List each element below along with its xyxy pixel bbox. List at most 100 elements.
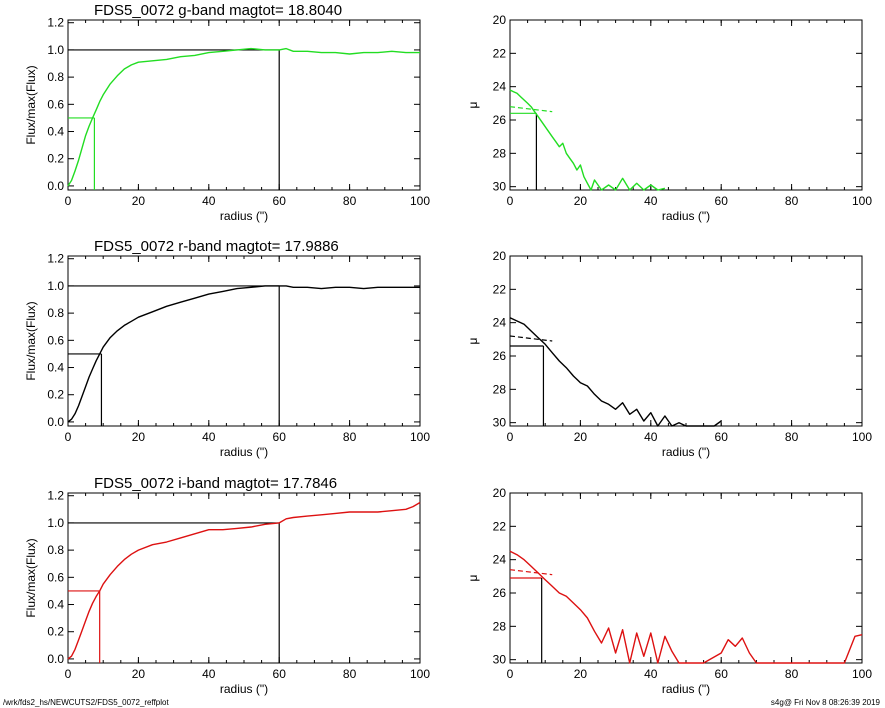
- x-tick-label: 100: [410, 194, 430, 208]
- y-tick-label: 20: [493, 486, 507, 500]
- y-tick-label: 22: [493, 519, 507, 533]
- y-tick-label: 0.4: [47, 361, 64, 375]
- x-axis-label: radius ("): [220, 682, 268, 696]
- x-tick-label: 60: [715, 430, 729, 444]
- x-tick-label: 0: [507, 430, 514, 444]
- profile-line: [67, 47, 420, 187]
- x-axis-label: radius ("): [220, 209, 268, 223]
- profile-line: [509, 550, 863, 664]
- y-tick-label: 30: [493, 416, 507, 430]
- x-tick-label: 60: [273, 430, 287, 444]
- y-tick-label: 0.6: [47, 97, 64, 111]
- y-tick-label: 1.0: [47, 516, 64, 530]
- y-tick-label: 24: [493, 553, 507, 567]
- y-tick-label: 26: [493, 113, 507, 127]
- y-axis-label: μ: [466, 101, 480, 108]
- x-tick-label: 100: [852, 667, 872, 681]
- x-tick-label: 40: [202, 667, 216, 681]
- y-tick-label: 30: [493, 180, 507, 194]
- y-tick-label: 0.8: [47, 70, 64, 84]
- x-tick-label: 100: [852, 430, 872, 444]
- x-tick-label: 100: [852, 194, 872, 208]
- x-tick-label: 80: [343, 194, 357, 208]
- x-tick-label: 0: [65, 430, 72, 444]
- x-axis-label: radius ("): [662, 209, 710, 223]
- x-tick-label: 40: [644, 194, 658, 208]
- panel-2: 0 20 40 60 80 100 20 22 24 26 28 30 radius (") μ: [466, 13, 872, 223]
- y-tick-label: 0.0: [47, 179, 64, 193]
- profile-line: [509, 317, 722, 427]
- y-tick-label: 0.2: [47, 625, 64, 639]
- x-tick-label: 20: [132, 430, 146, 444]
- plot-frame: [67, 492, 421, 664]
- y-tick-label: 30: [493, 653, 507, 667]
- plot-frame: [509, 19, 863, 191]
- y-tick-label: 1.0: [47, 279, 64, 293]
- y-tick-label: 1.2: [47, 16, 64, 30]
- y-axis-label: μ: [466, 337, 480, 344]
- plot-frame: [67, 19, 421, 191]
- y-tick-label: 0.6: [47, 333, 64, 347]
- x-axis-label: radius ("): [220, 445, 268, 459]
- panel-title: FDS5_0072 i-band magtot= 17.7846: [94, 475, 337, 492]
- x-tick-label: 40: [644, 667, 658, 681]
- x-tick-label: 40: [644, 430, 658, 444]
- y-tick-label: 20: [493, 249, 507, 263]
- x-tick-label: 20: [132, 194, 146, 208]
- y-tick-label: 0.0: [47, 652, 64, 666]
- y-tick-label: 26: [493, 349, 507, 363]
- model-dashed-line: [509, 335, 553, 342]
- x-tick-label: 40: [202, 194, 216, 208]
- y-tick-label: 0.8: [47, 543, 64, 557]
- x-tick-label: 60: [715, 194, 729, 208]
- x-tick-label: 80: [785, 194, 799, 208]
- y-tick-label: 24: [493, 80, 507, 94]
- profile-line: [67, 501, 421, 660]
- x-tick-label: 80: [785, 430, 799, 444]
- y-tick-label: 22: [493, 46, 507, 60]
- profile-line: [509, 89, 666, 191]
- x-tick-label: 80: [785, 667, 799, 681]
- panel-title: FDS5_0072 g-band magtot= 18.8040: [94, 2, 342, 19]
- x-tick-label: 100: [410, 430, 430, 444]
- panel-6: 0 20 40 60 80 100 20 22 24 26 28 30 radius (") μ: [466, 486, 872, 696]
- y-tick-label: 0.0: [47, 415, 64, 429]
- plot-frame: [509, 492, 863, 664]
- x-tick-label: 60: [715, 667, 729, 681]
- panel-title: FDS5_0072 r-band magtot= 17.9886: [94, 238, 339, 255]
- y-tick-label: 28: [493, 146, 507, 160]
- y-tick-label: 0.2: [47, 152, 64, 166]
- y-tick-label: 0.6: [47, 570, 64, 584]
- x-tick-label: 80: [343, 430, 357, 444]
- panel-1: 0 20 40 60 80 100 0.0 0.2 0.4 0.6 0.8 1.0 1.2 radius …: [24, 2, 430, 223]
- panel-5: 0 20 40 60 80 100 0.0 0.2 0.4 0.6 0.8 1.0 1.2 radius …: [24, 475, 430, 696]
- x-tick-label: 20: [132, 667, 146, 681]
- y-tick-label: 0.8: [47, 306, 64, 320]
- y-tick-label: 1.0: [47, 43, 64, 57]
- profile-line: [67, 285, 420, 423]
- plot-frame: [509, 255, 863, 427]
- x-tick-label: 0: [507, 667, 514, 681]
- x-axis-label: radius ("): [662, 682, 710, 696]
- x-tick-label: 0: [65, 667, 72, 681]
- x-axis-label: radius ("): [662, 445, 710, 459]
- y-tick-label: 1.2: [47, 489, 64, 503]
- x-tick-label: 20: [574, 667, 588, 681]
- y-axis-label: Flux/max(Flux): [24, 301, 38, 380]
- y-tick-label: 22: [493, 282, 507, 296]
- x-tick-label: 0: [507, 194, 514, 208]
- model-dashed-line: [509, 106, 553, 113]
- x-tick-label: 20: [574, 430, 588, 444]
- y-tick-label: 20: [493, 13, 507, 27]
- y-axis-label: μ: [466, 574, 480, 581]
- y-tick-label: 1.2: [47, 252, 64, 266]
- y-tick-label: 28: [493, 619, 507, 633]
- footer-timestamp: s4g@ Fri Nov 8 08:26:39 2019: [771, 698, 881, 707]
- y-axis-label: Flux/max(Flux): [24, 65, 38, 144]
- y-tick-label: 0.2: [47, 388, 64, 402]
- x-tick-label: 0: [65, 194, 72, 208]
- x-tick-label: 40: [202, 430, 216, 444]
- panel-4: 0 20 40 60 80 100 20 22 24 26 28 30 radius (") μ: [466, 249, 872, 459]
- y-tick-label: 26: [493, 586, 507, 600]
